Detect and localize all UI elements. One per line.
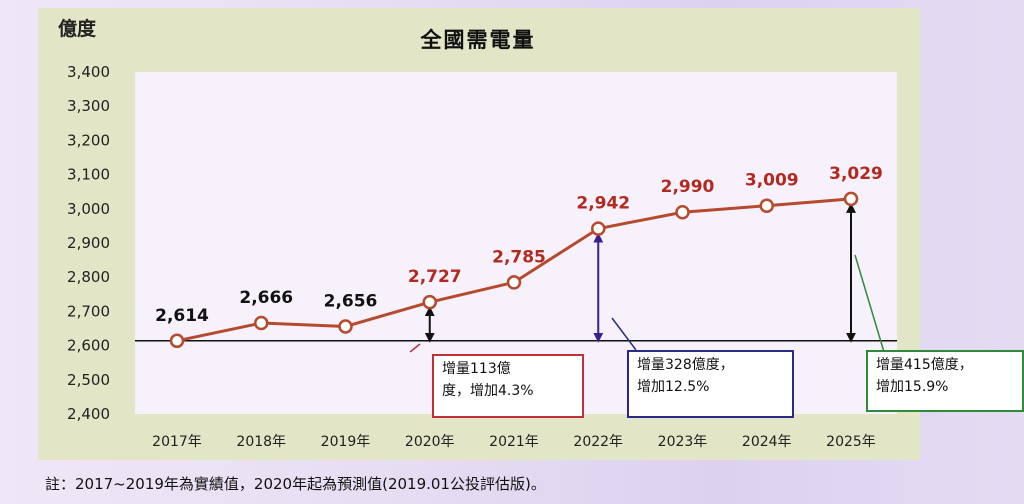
data-value-label: 3,009 (745, 171, 799, 191)
callout-leader (409, 343, 421, 353)
callout-line-2: 度，增加4.3% (442, 383, 534, 399)
data-value-label: 2,785 (492, 247, 546, 267)
y-tick-label: 3,000 (67, 200, 110, 218)
data-value-label: 2,942 (576, 194, 630, 214)
x-tick-label: 2023年 (658, 434, 708, 450)
data-value-label: 2,727 (408, 267, 462, 287)
callout-line-2: 增加12.5% (637, 379, 710, 395)
data-point-marker (169, 333, 185, 349)
data-point-marker (254, 315, 269, 331)
increase-callout: 增量113億度，增加4.3% (432, 354, 584, 418)
callout-line-1: 增量415億度， (876, 357, 973, 373)
x-tick-label: 2017年 (152, 434, 202, 450)
data-value-label: 2,614 (155, 306, 209, 326)
data-point-marker (759, 198, 774, 213)
y-tick-label: 3,100 (67, 166, 110, 184)
data-value-label: 2,656 (324, 291, 378, 311)
x-tick-label: 2020年 (405, 434, 455, 450)
callout-line-2: 增加15.9% (876, 379, 949, 395)
x-tick-label: 2024年 (742, 434, 792, 450)
callout-line-1: 增量113億 (442, 361, 511, 377)
x-tick-label: 2018年 (236, 434, 286, 450)
data-point-marker (843, 191, 859, 207)
y-tick-label: 3,400 (67, 63, 110, 81)
x-tick-label: 2022年 (573, 434, 623, 450)
chart-title: 全國需電量 (420, 28, 536, 52)
y-tick-label: 2,700 (67, 302, 110, 320)
x-tick-label: 2025年 (826, 434, 876, 450)
y-tick-label: 2,500 (67, 371, 110, 389)
y-tick-label: 2,900 (67, 234, 110, 252)
data-point-marker (591, 221, 606, 236)
data-point-marker (506, 275, 522, 290)
callout-line-1: 增量328億度， (637, 357, 734, 373)
callout-leader (854, 254, 885, 353)
y-tick-label: 2,400 (67, 405, 110, 423)
data-point-marker (675, 204, 690, 220)
increase-callout: 增量328億度， 增加12.5% (627, 350, 794, 418)
y-axis-unit: 億度 (58, 17, 97, 40)
y-tick-label: 3,300 (67, 97, 110, 115)
data-point-marker (422, 294, 437, 310)
data-value-label: 2,666 (239, 288, 293, 308)
data-value-label: 2,990 (661, 177, 715, 197)
increase-callout: 增量415億度， 增加15.9% (866, 350, 1024, 412)
x-tick-label: 2021年 (489, 434, 539, 450)
y-tick-label: 3,200 (67, 131, 110, 149)
y-tick-label: 2,600 (67, 337, 110, 355)
data-point-marker (338, 319, 353, 334)
callout-leader (611, 317, 637, 351)
y-tick-label: 2,800 (67, 268, 110, 286)
data-value-label: 3,029 (829, 164, 883, 184)
footnote: 註：2017~2019年為實績值，2020年起為預測值(2019.01公投評估版… (45, 475, 546, 493)
x-tick-label: 2019年 (321, 434, 371, 450)
